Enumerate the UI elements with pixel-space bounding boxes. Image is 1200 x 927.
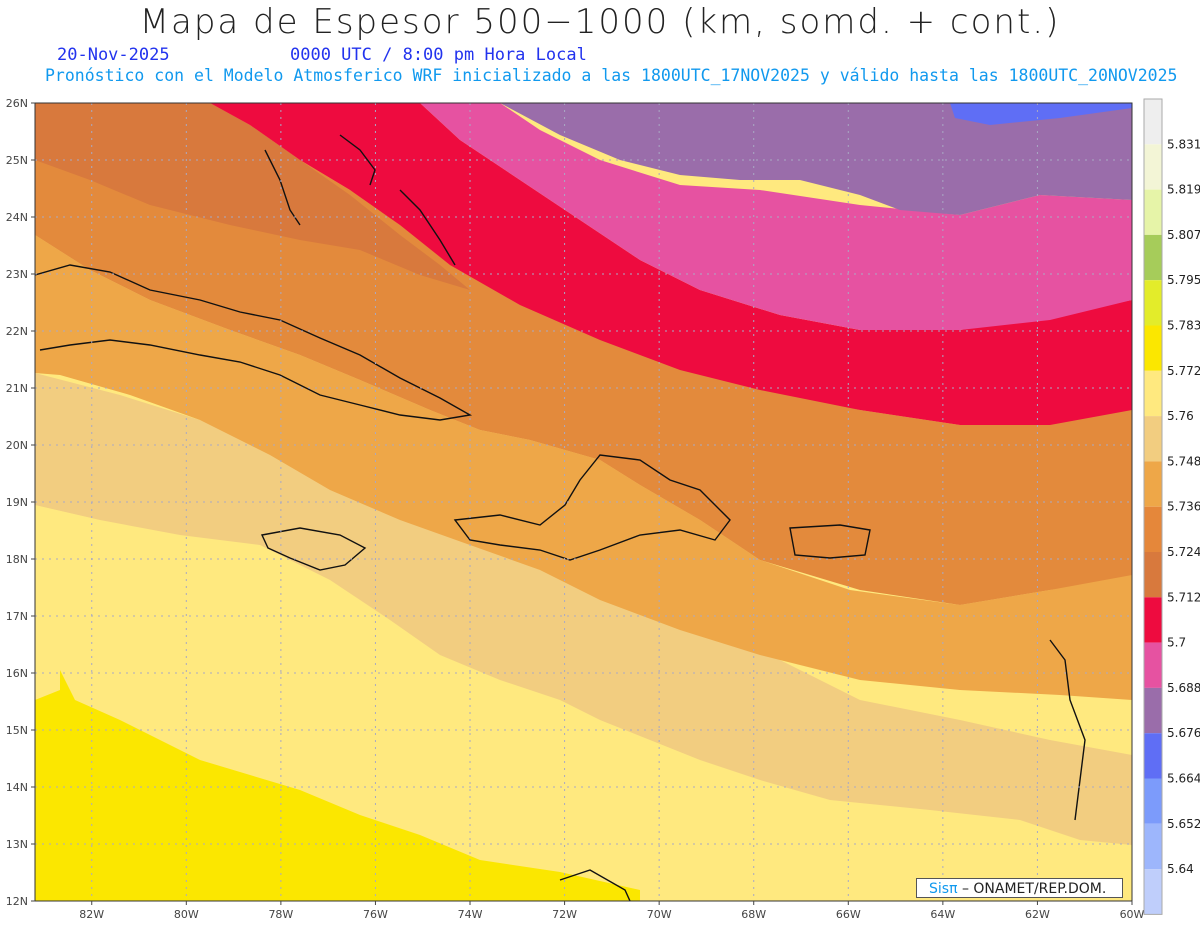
colorbar-label: 5.76 [1167,409,1194,423]
colorbar-segment [1144,778,1162,824]
colorbar-segment [1144,370,1162,417]
colorbar-label: 5.736 [1167,500,1200,514]
colorbar-segment [1144,733,1162,779]
colorbar-label: 5.688 [1167,681,1200,695]
band-5.748 [35,373,1132,845]
colorbar-segment [1144,234,1162,281]
lon-label: 80W [174,908,199,921]
lon-label: 72W [552,908,577,921]
lon-label: 70W [647,908,672,921]
forecast-date: 20-Nov-2025 [57,45,170,65]
colorbar-segment [1144,144,1162,190]
colorbar-label: 5.831 [1167,137,1200,151]
colorbar-label: 5.748 [1167,454,1200,468]
colorbar-label: 5.64 [1167,862,1194,876]
lat-label: 19N [6,496,28,509]
credit-sis: Sisπ [929,881,958,897]
colorbar-label: 5.664 [1167,772,1200,786]
colorbar-label: 5.712 [1167,590,1200,604]
band-5.712 [35,103,470,290]
colorbar-segment [1144,280,1162,326]
colorbar-label: 5.795 [1167,273,1200,287]
band-5.736 [35,235,1132,700]
thickness-fill [35,103,1132,901]
lat-label: 26N [6,97,28,110]
lon-label: 66W [836,908,861,921]
latitude-labels: 26N 25N 24N 23N 22N 21N 20N 19N 18N 17N 16N 15N 14N 1… [6,97,35,908]
longitude-labels: 82W 80W 78W 76W 74W 72W 70W 68W 66W 64W 62W 60W [79,901,1145,921]
valid-time: 0000 UTC / 8:00 pm Hora Local [290,45,587,65]
band-5.664 [950,103,1132,125]
credit-org: – ONAMET/REP.DOM. [957,881,1107,897]
lat-label: 25N [6,154,28,167]
coastlines [35,134,1086,901]
lat-label: 18N [6,553,28,566]
colorbar-label: 5.772 [1167,364,1200,378]
forecast-info: Pronóstico con el Modelo Atmosferico WRF… [45,66,1178,85]
colorbar-label: 5.807 [1167,228,1200,242]
band-5.676 [500,103,1132,215]
colorbar-label: 5.652 [1167,817,1200,831]
map-title: Mapa de Espesor 500−1000 (km, somd. + co… [139,2,1061,42]
lon-label: 60W [1120,908,1145,921]
colorbar-label: 5.7 [1167,636,1186,650]
cuba-coast [35,264,473,421]
lon-label: 62W [1025,908,1050,921]
colorbar-label: 5.783 [1167,319,1200,333]
colorbar-label: 5.819 [1167,183,1200,197]
lon-label: 74W [458,908,483,921]
colorbar-segment [1144,552,1162,598]
lon-label: 82W [79,908,104,921]
gridlines [35,103,1132,901]
lat-label: 23N [6,268,28,281]
lon-label: 76W [363,908,388,921]
lat-label: 20N [6,439,28,452]
lat-label: 22N [6,325,28,338]
colorbar-segment [1144,189,1162,235]
lat-label: 12N [6,895,28,908]
colorbar: 5.831 5.819 5.807 5.795 5.783 5.772 5.76 5.748 5… [1143,98,1200,915]
lat-label: 13N [6,838,28,851]
lat-label: 16N [6,667,28,680]
lon-label: 64W [930,908,955,921]
lat-label: 14N [6,781,28,794]
colorbar-label: 5.724 [1167,545,1200,559]
band-5.688 [420,103,1132,330]
credit-box: Sisπ – ONAMET/REP.DOM. [916,878,1123,898]
band-5.772 [35,670,640,901]
jamaica-coast [260,527,367,571]
lat-label: 15N [6,724,28,737]
colorbar-segment [1144,506,1162,552]
colorbar-segment [1144,823,1162,870]
lat-label: 24N [6,211,28,224]
colorbar-segment [1144,642,1162,688]
lon-label: 68W [741,908,766,921]
puerto-rico-coast [789,524,871,559]
colorbar-label: 5.676 [1167,726,1200,740]
south-america-coast [559,869,631,901]
colorbar-segment [1144,461,1162,507]
colorbar-segment [1144,687,1162,734]
band-5.700 [210,103,1132,425]
lon-label: 78W [268,908,293,921]
colorbar-segment [1144,416,1162,462]
hispaniola-coast [453,454,731,561]
colorbar-segment [1144,597,1162,643]
colorbar-frame [1143,98,1163,915]
lat-label: 17N [6,610,28,623]
colorbar-segment [1144,869,1162,915]
colorbar-segment [1144,325,1162,371]
lat-label: 21N [6,382,28,395]
colorbar-segment [1144,99,1162,145]
